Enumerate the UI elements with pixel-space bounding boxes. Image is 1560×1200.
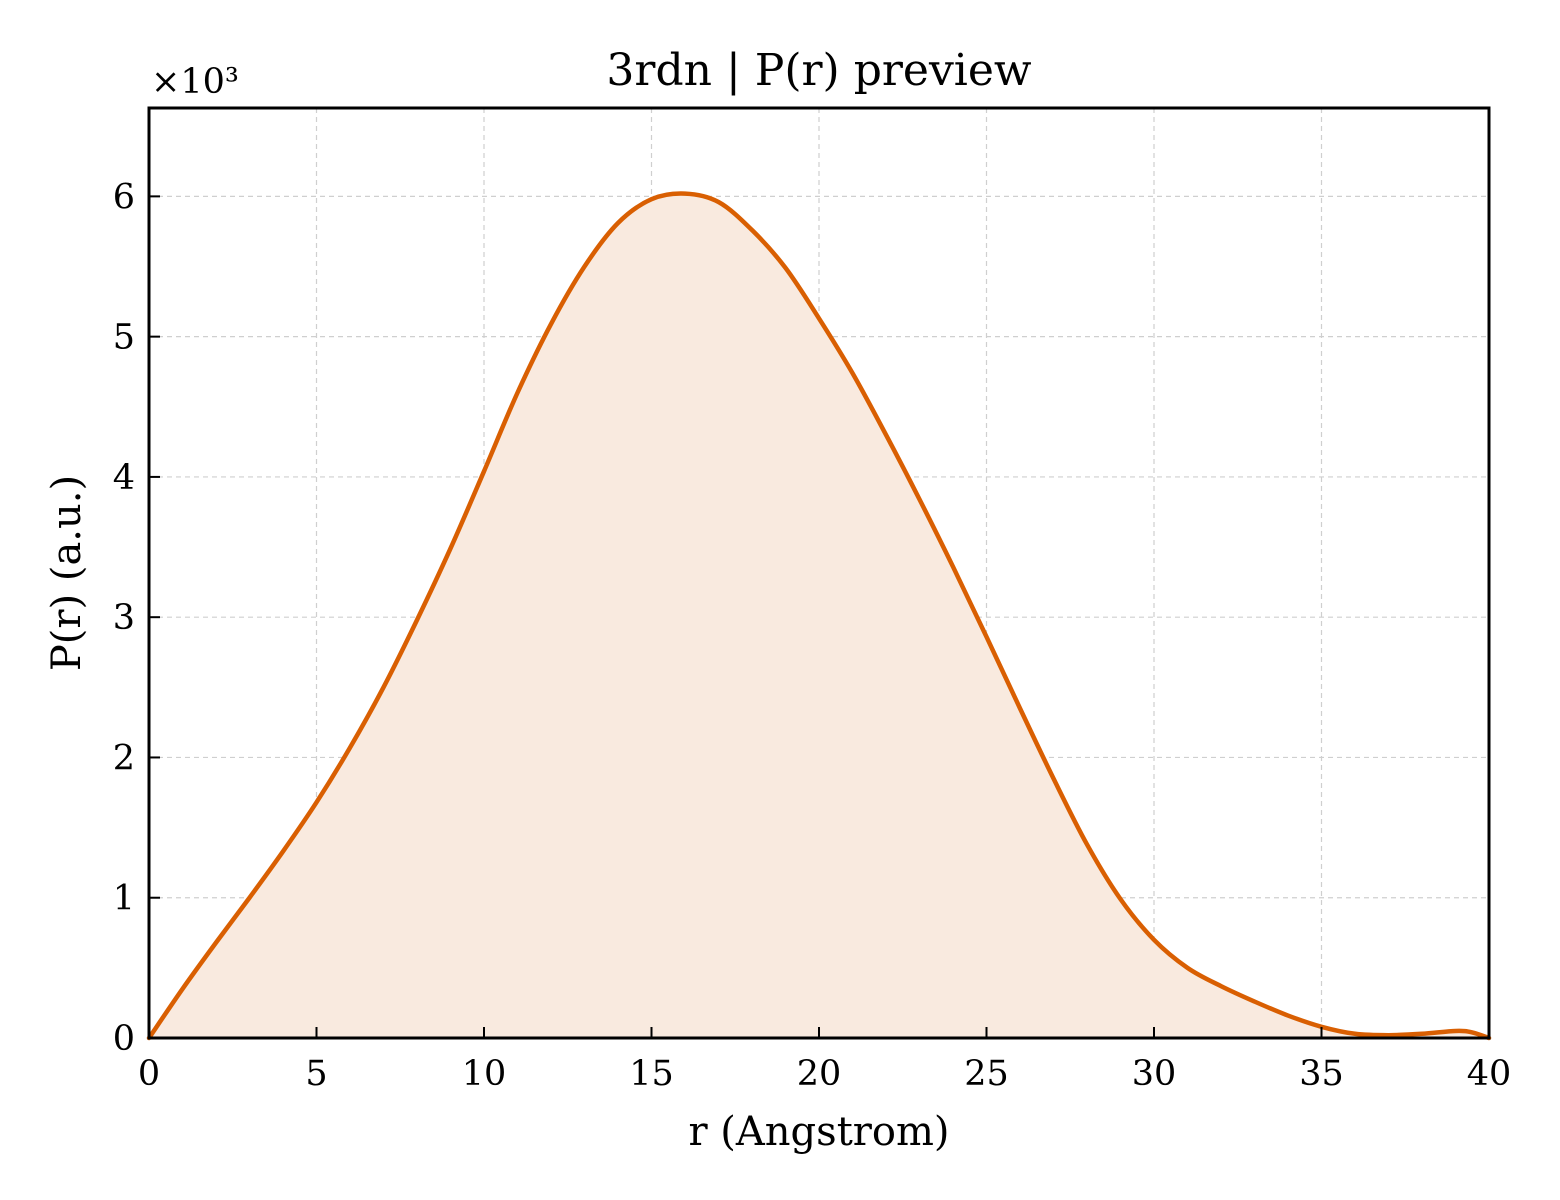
y-tick-label: 1 — [113, 879, 135, 919]
x-tick-label: 40 — [1467, 1054, 1512, 1094]
x-tick-label: 15 — [629, 1054, 674, 1094]
tick-layer: 0 5 10 15 20 25 30 35 40 0 1 2 3 4 5 6 — [113, 177, 1512, 1094]
y-axis-label: P(r) (a.u.) — [44, 475, 90, 671]
y-tick-label: 3 — [113, 598, 135, 638]
x-tick-label: 10 — [462, 1054, 507, 1094]
y-tick-label: 0 — [113, 1019, 135, 1059]
pr-curve-line — [146, 191, 1492, 1041]
y-tick-label: 4 — [113, 458, 135, 498]
x-tick-label: 5 — [305, 1054, 327, 1094]
y-multiplier-label: ×10³ — [151, 62, 239, 102]
y-tick-label: 5 — [113, 318, 135, 358]
pr-area-fill — [149, 193, 1489, 1039]
y-tick-label: 2 — [113, 738, 135, 778]
chart-title: 3rdn | P(r) preview — [606, 45, 1031, 96]
x-tick-label: 25 — [964, 1054, 1009, 1094]
y-tick-label: 6 — [113, 177, 135, 217]
x-tick-label: 0 — [138, 1054, 160, 1094]
x-tick-label: 20 — [797, 1054, 842, 1094]
x-tick-label: 35 — [1299, 1054, 1344, 1094]
x-tick-label: 30 — [1132, 1054, 1177, 1094]
x-axis-label: r (Angstrom) — [688, 1109, 949, 1155]
